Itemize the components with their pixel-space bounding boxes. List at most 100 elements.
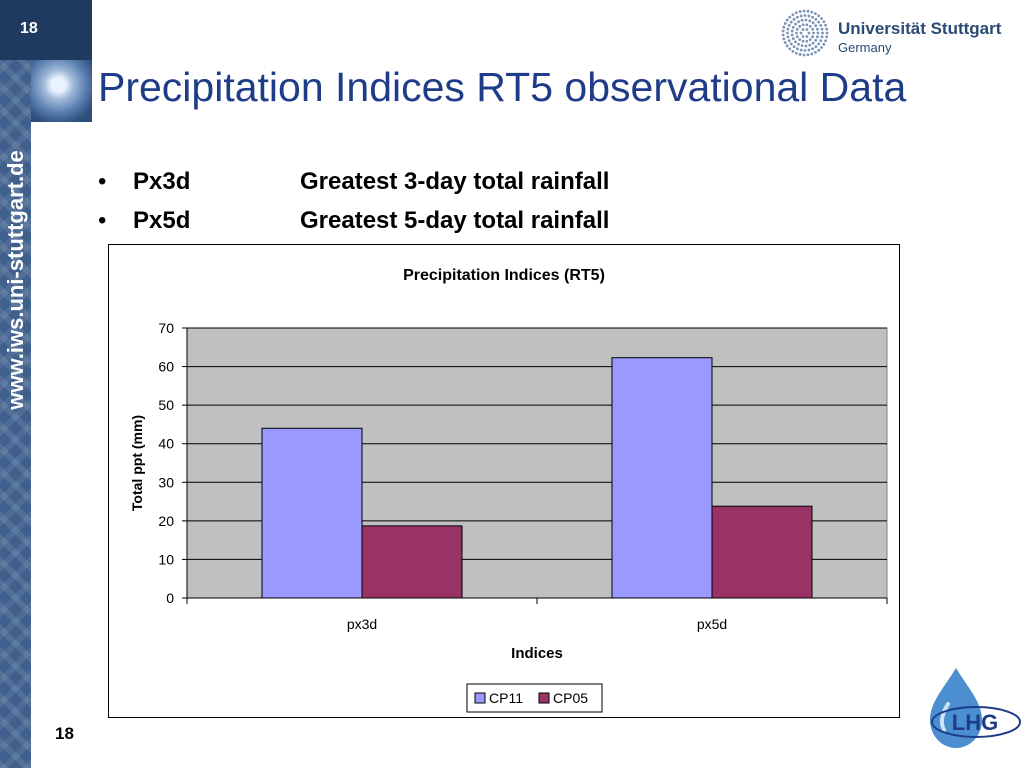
logo-dot [814,12,817,16]
slide-number-bottom: 18 [55,724,74,743]
logo-dot [822,42,826,46]
logo-dot [802,9,806,13]
y-tick-label: 70 [158,320,174,336]
logo-dot [798,53,802,56]
logo-dot [816,31,820,35]
bullet-code: Px5d [133,207,191,234]
bullet-dot-icon: • [98,168,107,195]
logo-dot [801,35,805,38]
logo-dot [802,53,806,57]
logo-dot [817,14,821,18]
lhg-orbit-icon [931,706,1021,738]
logo-dot [825,27,829,31]
logo-dot [789,42,793,46]
logo-dot [798,24,802,28]
logo-dot [816,35,819,39]
logo-dot [781,33,785,37]
logo-dot [799,48,803,52]
logo-dot [810,10,814,14]
precipitation-chart: Precipitation Indices (RT5) 0 10 20 30 40 50 60… [129,267,888,713]
y-tick-label: 10 [158,551,174,567]
lhg-logo-text: LHG [952,710,998,735]
bullet-dot-icon: • [98,207,107,234]
logo-dot [824,23,827,27]
legend-swatch-cp11 [474,692,486,704]
university-logo-icon [781,9,829,57]
logo-dot [806,9,810,13]
logo-dot [817,48,821,52]
logo-dot [788,15,792,19]
logo-dot [807,48,811,52]
logo-dot [786,27,790,31]
logo-dot [811,47,814,51]
logo-dot [801,39,805,43]
logo-dot [805,39,809,43]
logo-dot [824,39,827,43]
legend-box [466,683,603,713]
bar-cp11-px5d [611,357,713,599]
logo-dot [808,19,812,23]
bar-cp11-px3d [261,427,363,599]
bullet-description: Greatest 5-day total rainfall [300,207,610,234]
bullet-px5d: • Px5d Greatest 5-day total rainfall [98,207,698,237]
y-tick-label: 20 [158,513,174,529]
logo-dot [820,17,823,20]
logo-dot [821,31,824,35]
bullet-px3d: • Px3d Greatest 3-day total rainfall [98,168,698,198]
x-axis-label: Indices [511,645,563,662]
logo-dot [804,44,808,48]
logo-dot [822,20,826,24]
logo-dot [783,41,787,44]
logo-dot [788,47,792,51]
logo-dot [791,13,795,17]
slide-number-top: 18 [20,20,38,37]
logo-dot [803,14,807,17]
side-url-text: www.iws.uni-stuttgart.de [3,150,28,410]
logo-dot [803,49,807,52]
logo-dot [811,41,815,45]
logo-dot [796,47,799,51]
logo-dot [808,38,812,42]
logo-dot [794,22,797,26]
logo-dot [795,35,799,39]
logo-dot [820,27,824,31]
logo-dot [786,31,789,35]
logo-dot [805,28,809,31]
logo-dot [785,44,789,48]
left-decorative-strip [0,0,31,768]
slide-number-box: 18 [0,0,92,60]
logo-dot [786,35,790,39]
logo-dot [797,42,800,46]
y-axis-label: Total ppt (mm) [129,415,145,511]
y-tick-label: 0 [166,590,174,606]
logo-dot [801,28,805,31]
logo-dot [807,14,811,18]
logo-dot [817,42,821,46]
logo-dot [791,25,795,29]
logo-dot [805,23,809,27]
logo-dot [812,31,815,35]
logo-dot [806,53,810,57]
logo-dot [790,33,794,37]
logo-dot [814,45,818,49]
logo-dot [820,35,824,39]
logo-dot [795,31,798,35]
bar-cp05-px5d [711,505,813,599]
chart-frame: Precipitation Indices (RT5) 0 10 20 30 40 50 60… [108,244,900,718]
chart-title: Precipitation Indices (RT5) [403,267,605,284]
logo-dot [794,11,798,15]
y-tick-label: 50 [158,397,174,413]
logo-dot [790,29,794,33]
logo-dot [798,10,802,13]
legend: CP11 CP05 [466,683,603,713]
logo-dot [794,51,798,55]
logo-dot [814,24,818,28]
logo-dot [794,40,797,44]
logo-dot [817,20,821,24]
logo-dot [799,31,803,35]
x-tick-label: px3d [347,616,377,632]
logo-dot [800,18,804,22]
logo-dot [811,21,815,25]
logo-dot [814,38,818,42]
university-name: Universität Stuttgart [838,19,1002,38]
